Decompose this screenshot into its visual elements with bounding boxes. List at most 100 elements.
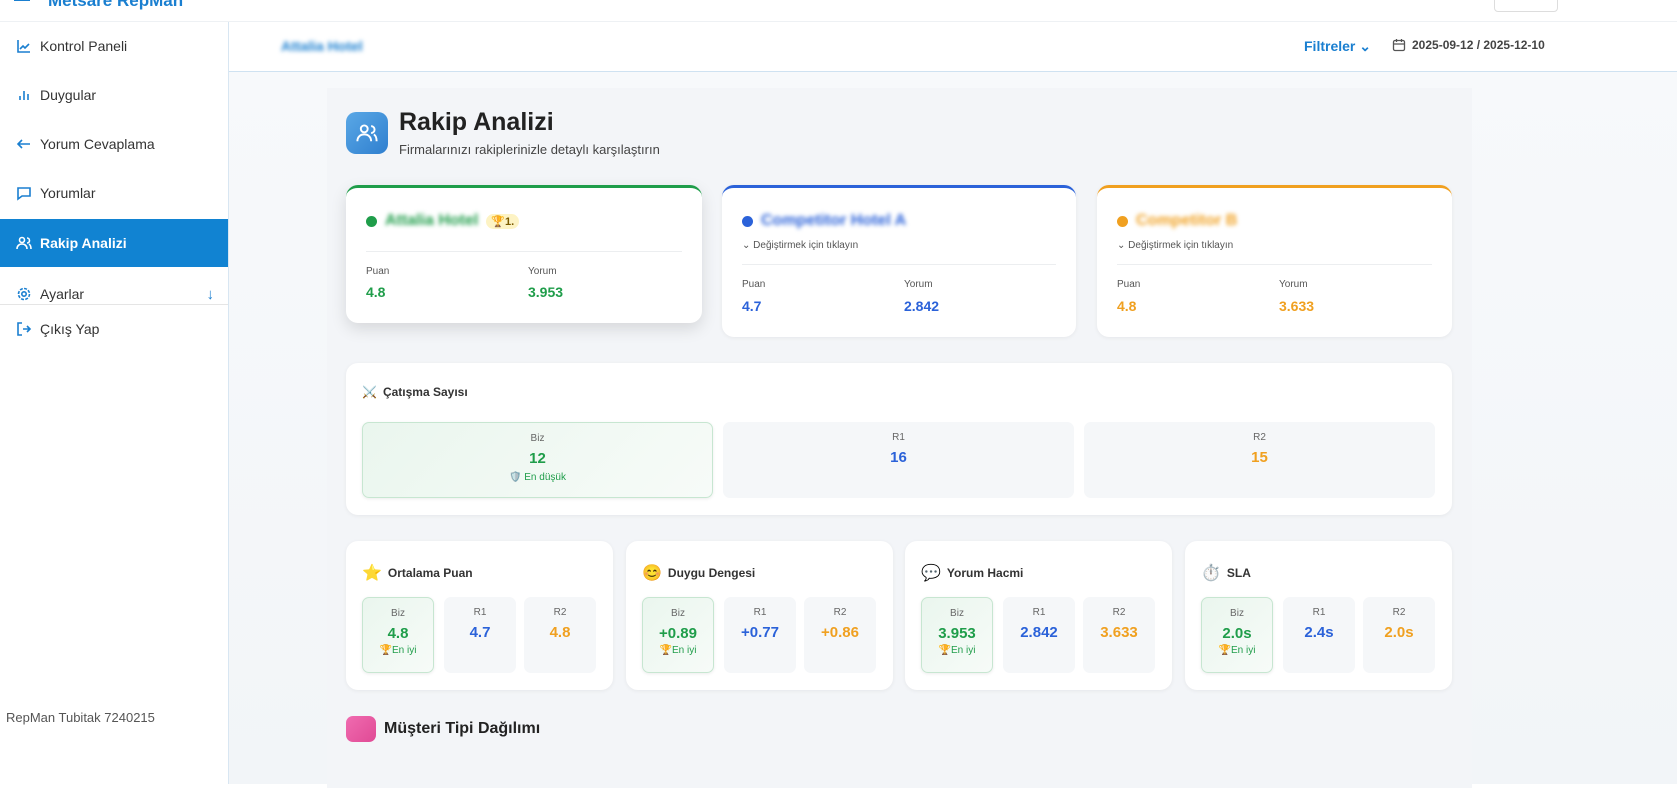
- competitor-card-r1[interactable]: Competitor Hotel A ⌄ Değiştirmek için tı…: [722, 185, 1076, 337]
- menu-icon[interactable]: [14, 0, 30, 1]
- metric-value-box: Biz 3.953 🏆En iyi: [921, 597, 993, 673]
- sidebar-item-duygular[interactable]: Duygular: [0, 71, 228, 119]
- change-competitor-link[interactable]: ⌄ Değiştirmek için tıklayın: [1117, 240, 1234, 251]
- yorum-label: Yorum: [904, 279, 933, 290]
- filters-button[interactable]: Filtreler ⌄: [1304, 38, 1371, 55]
- top-right-button[interactable]: [1494, 0, 1558, 12]
- section-title: 💬 Yorum Hacmi: [921, 565, 1024, 582]
- rank-badge: 🏆1.: [486, 213, 520, 229]
- sidebar-item-label: Yorumlar: [40, 185, 96, 201]
- crossed-swords-icon: ⚔️: [362, 385, 377, 399]
- competitor-name: Competitor Hotel A: [742, 212, 906, 230]
- sidebar-footer: RepMan Tubitak 7240215: [6, 710, 155, 725]
- competitor-card-r2[interactable]: Competitor B ⌄ Değiştirmek için tıklayın…: [1097, 185, 1452, 337]
- message-icon: [17, 187, 31, 201]
- metric-value-box: Biz +0.89 🏆En iyi: [642, 597, 714, 673]
- chart-line-icon: [17, 40, 30, 53]
- bar-chart-icon: [19, 91, 29, 100]
- gear-icon: [17, 287, 31, 301]
- yorum-value: 3.633: [1279, 298, 1315, 314]
- star-icon: ⭐: [362, 565, 382, 582]
- users-icon: [346, 112, 388, 154]
- conflict-us: Biz 12 🛡️ En düşük: [362, 422, 713, 498]
- section-title: ⚔️ Çatışma Sayısı: [362, 385, 468, 399]
- logout-icon: [17, 322, 32, 336]
- sidebar-item-label: Duygular: [40, 87, 97, 103]
- sidebar-item-yorumlar[interactable]: Yorumlar: [0, 169, 228, 217]
- smile-icon: 😊: [642, 565, 662, 582]
- conflict-r1: R1 16: [723, 422, 1074, 498]
- trophy-icon: 🏆: [938, 645, 951, 656]
- speech-bubble-icon: 💬: [921, 565, 941, 582]
- sidebar-item-label: Çıkış Yap: [40, 321, 100, 337]
- trophy-icon: 🏆: [379, 645, 392, 656]
- page-subtitle: Firmalarınızı rakiplerinizle detaylı kar…: [399, 142, 660, 157]
- reply-icon: [16, 139, 30, 149]
- sidebar-item-kontrol-paneli[interactable]: Kontrol Paneli: [0, 22, 228, 70]
- metric-value-box: R2 +0.86: [804, 597, 876, 673]
- puan-value: 4.7: [742, 298, 762, 314]
- metric-value-box: R1 2.842: [1003, 597, 1075, 673]
- metric-value-box: Biz 2.0s 🏆En iyi: [1201, 597, 1273, 673]
- section-title: ⭐ Ortalama Puan: [362, 565, 473, 582]
- yorum-value: 3.953: [528, 284, 564, 300]
- metric-value-box: R1 2.4s: [1283, 597, 1355, 673]
- competitor-name: Attalia Hotel 🏆1.: [366, 212, 520, 230]
- list-icon: [346, 716, 376, 742]
- filters-label: Filtreler: [1304, 38, 1356, 54]
- page-header: Attalia Hotel Filtreler ⌄ 2025-09-12 / 2…: [229, 22, 1677, 72]
- sidebar-item-label: Rakip Analizi: [40, 235, 127, 251]
- conflict-count-card: ⚔️ Çatışma Sayısı Biz 12 🛡️ En düşük R1 16 R…: [346, 363, 1452, 515]
- puan-value: 4.8: [1117, 298, 1137, 314]
- hotel-name[interactable]: Attalia Hotel: [281, 38, 363, 54]
- sidebar-item-label: Kontrol Paneli: [40, 38, 128, 54]
- sidebar-item-ayarlar[interactable]: Ayarlar ↓: [0, 270, 228, 318]
- metric-value-box: R1 +0.77: [724, 597, 796, 673]
- sidebar-item-yorum-cevaplama[interactable]: Yorum Cevaplama: [0, 120, 228, 168]
- metric-value-box: R2 2.0s: [1363, 597, 1435, 673]
- metric-card: 😊 Duygu Dengesi Biz +0.89 🏆En iyi R1 +0.77 …: [626, 541, 893, 690]
- calendar-icon: [1392, 39, 1406, 52]
- conflict-r2: R2 15: [1084, 422, 1435, 498]
- metric-value-box: R1 4.7: [444, 597, 516, 673]
- puan-label: Puan: [1117, 279, 1141, 290]
- sidebar-item-label: Ayarlar: [40, 286, 85, 302]
- yorum-label: Yorum: [528, 266, 557, 277]
- metric-value-box: Biz 4.8 🏆En iyi: [362, 597, 434, 673]
- sidebar-item-cikis-yap[interactable]: Çıkış Yap: [0, 305, 228, 353]
- date-range-label: 2025-09-12 / 2025-12-10: [1412, 38, 1545, 52]
- competitor-card-us: Attalia Hotel 🏆1. Puan Yorum 4.8 3.953: [346, 185, 702, 323]
- sidebar-divider: [0, 304, 228, 305]
- chevron-down-icon: ⌄: [1359, 38, 1371, 54]
- change-competitor-link[interactable]: ⌄ Değiştirmek için tıklayın: [742, 240, 859, 251]
- customer-type-section-title: Müşteri Tipi Dağılımı: [346, 716, 540, 742]
- section-title: ⏱️ SLA: [1201, 565, 1251, 582]
- main-content: Rakip Analizi Firmalarınızı rakipleriniz…: [229, 72, 1677, 788]
- sidebar-item-label: Yorum Cevaplama: [40, 136, 155, 152]
- section-title: 😊 Duygu Dengesi: [642, 565, 756, 582]
- page-title: Rakip Analizi: [399, 108, 554, 136]
- trophy-icon: 🏆: [659, 645, 672, 656]
- trophy-icon: 🏆: [1218, 645, 1231, 656]
- puan-label: Puan: [742, 279, 766, 290]
- metric-value-box: R2 4.8: [524, 597, 596, 673]
- top-bar: Metsare RepMan: [0, 0, 1677, 22]
- date-range[interactable]: 2025-09-12 / 2025-12-10: [1392, 38, 1545, 52]
- yorum-label: Yorum: [1279, 279, 1308, 290]
- metric-card: ⏱️ SLA Biz 2.0s 🏆En iyi R1 2.4s R2 2.0s: [1185, 541, 1452, 690]
- competitor-analysis-panel: Rakip Analizi Firmalarınızı rakipleriniz…: [327, 88, 1472, 788]
- arrow-down-icon[interactable]: ↓: [206, 285, 215, 303]
- yorum-value: 2.842: [904, 298, 940, 314]
- competitor-name: Competitor B: [1117, 212, 1237, 230]
- metric-card: 💬 Yorum Hacmi Biz 3.953 🏆En iyi R1 2.842 R2…: [905, 541, 1172, 690]
- puan-value: 4.8: [366, 284, 386, 300]
- stopwatch-icon: ⏱️: [1201, 565, 1221, 582]
- sidebar: Kontrol Paneli Duygular Yorum Cevaplama …: [0, 22, 229, 784]
- brand: Metsare RepMan: [48, 0, 184, 10]
- shield-icon: 🛡️: [509, 472, 522, 483]
- puan-label: Puan: [366, 266, 390, 277]
- sidebar-item-rakip-analizi[interactable]: Rakip Analizi: [0, 219, 228, 267]
- metric-card: ⭐ Ortalama Puan Biz 4.8 🏆En iyi R1 4.7 R2 4.…: [346, 541, 613, 690]
- users-icon: [16, 236, 32, 250]
- metric-value-box: R2 3.633: [1083, 597, 1155, 673]
